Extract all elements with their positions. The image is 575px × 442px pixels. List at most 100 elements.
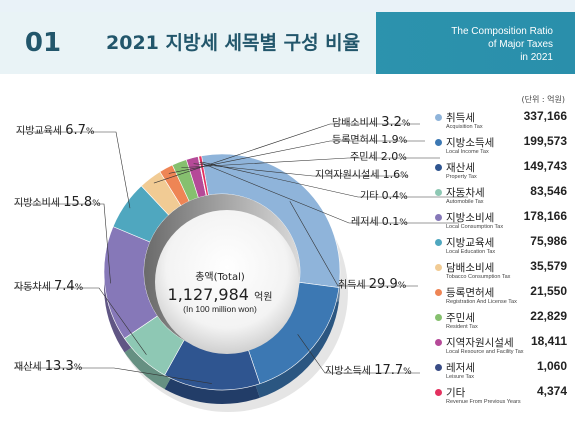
slice-label-percent-sign: % bbox=[74, 283, 84, 293]
leader-line-tobacco bbox=[153, 123, 420, 184]
legend-english-label: Revenue From Previous Years bbox=[446, 399, 521, 405]
total-center-label: 총액(Total) 1,127,984 억원 (In 100 million w… bbox=[152, 268, 288, 314]
slice-label-acquisition: 취득세 29.9% bbox=[338, 276, 406, 292]
legend-value: 21,550 bbox=[530, 284, 567, 298]
legend-item-regional_resource: 지역자원시설세 18,411 Local Resource and Facility… bbox=[429, 333, 575, 358]
legend-item-local_education: 지방교육세 75,986 Local Education Tax bbox=[429, 233, 575, 258]
slice-label-local_consumption: 지방소비세 15.8% bbox=[14, 194, 101, 210]
slice-label-name: 지방소득세 bbox=[325, 366, 375, 377]
legend-english-label: Local Income Tax bbox=[446, 149, 489, 155]
donut-center-face bbox=[155, 210, 299, 354]
legend-value: 83,546 bbox=[530, 184, 567, 198]
header-bar: 01 2021 지방세 세목별 구성 비율 The Composition Ra… bbox=[0, 12, 575, 74]
slice-label-percent: 6.7 bbox=[65, 123, 86, 138]
legend-value: 18,411 bbox=[530, 334, 567, 348]
legend-label: 레저세 bbox=[446, 362, 475, 374]
legend-item-registration: 등록면허세 21,550 Registration And License Tax bbox=[429, 283, 575, 308]
header-tab bbox=[0, 12, 86, 74]
page-title: 2021 지방세 세목별 구성 비율 bbox=[106, 32, 361, 54]
slice-label-resident: 주민세 2.0% bbox=[350, 148, 407, 163]
leader-line-local_education bbox=[16, 131, 131, 209]
leader-line-leisure bbox=[199, 161, 459, 224]
legend-swatch bbox=[435, 389, 442, 396]
legend-item-local_consumption: 지방소비세 178,166 Local Consumption Tax bbox=[429, 208, 575, 233]
legend-label: 담배소비세 bbox=[446, 262, 495, 274]
legend-english-label: Automobile Tax bbox=[446, 199, 484, 205]
leader-line-previous_years bbox=[201, 161, 468, 198]
slice-label-name: 지방교육세 bbox=[16, 126, 66, 137]
slice-label-property: 재산세 13.3% bbox=[14, 358, 82, 374]
slice-label-percent: 0.1 bbox=[381, 215, 400, 228]
total-title: 총액(Total) bbox=[195, 272, 245, 283]
legend-swatch bbox=[435, 314, 442, 321]
slice-label-percent-sign: % bbox=[92, 199, 101, 209]
legend-label: 지역자원시설세 bbox=[446, 337, 514, 349]
slice-label-percent: 17.7 bbox=[374, 363, 404, 378]
slice-label-percent: 2.0 bbox=[380, 150, 399, 163]
slice-label-automobile: 자동차세 7.4% bbox=[14, 278, 83, 294]
leader-line-registration bbox=[168, 140, 425, 174]
donut-slices bbox=[103, 153, 341, 404]
legend-label: 등록면허세 bbox=[446, 287, 495, 299]
donut-hole bbox=[144, 194, 300, 354]
legend-label: 기타 bbox=[446, 387, 466, 399]
total-unit: 억원 bbox=[254, 292, 273, 303]
slice-label-percent-sign: % bbox=[401, 119, 411, 129]
slice-label-percent-sign: % bbox=[399, 192, 408, 202]
legend-english-label: Acquisition Tax bbox=[446, 124, 483, 130]
legend-swatch bbox=[435, 214, 442, 221]
english-subtitle-line-3: in 2021 bbox=[520, 52, 553, 63]
slice-label-name: 지역자원시설세 bbox=[315, 170, 383, 181]
legend-english-label: Property Tax bbox=[446, 174, 477, 180]
slice-label-name: 등록면허세 bbox=[332, 135, 382, 146]
slice-label-name: 레저세 bbox=[351, 217, 382, 228]
slice-label-percent: 29.9 bbox=[368, 277, 398, 292]
legend: 취득세 337,166 Acquisition Tax 지방소득세 199,573 Loc… bbox=[429, 108, 575, 408]
slice-label-percent: 3.2 bbox=[381, 115, 402, 130]
slice-label-local_education: 지방교육세 6.7% bbox=[16, 122, 94, 138]
slice-label-percent-sign: % bbox=[397, 281, 407, 291]
legend-swatch bbox=[435, 289, 442, 296]
legend-label: 지방소득세 bbox=[446, 137, 495, 149]
legend-english-label: Tobacco Consumption Tax bbox=[446, 274, 511, 280]
unit-label: (단위 : 억원) bbox=[521, 95, 565, 104]
slice-label-percent-sign: % bbox=[398, 136, 408, 146]
total-value-line: 1,127,984 억원 bbox=[152, 285, 288, 304]
slice-label-local_income: 지방소득세 17.7% bbox=[325, 362, 412, 378]
legend-swatch bbox=[435, 239, 442, 246]
slice-label-percent: 7.4 bbox=[53, 279, 75, 294]
slice-label-percent-sign: % bbox=[400, 171, 409, 181]
legend-english-label: Local Consumption Tax bbox=[446, 224, 504, 230]
legend-item-automobile: 자동차세 83,546 Automobile Tax bbox=[429, 183, 575, 208]
legend-swatch bbox=[435, 264, 442, 271]
legend-item-acquisition: 취득세 337,166 Acquisition Tax bbox=[429, 108, 575, 133]
legend-value: 4,374 bbox=[536, 384, 567, 398]
slice-label-percent-sign: % bbox=[85, 127, 95, 137]
legend-swatch bbox=[435, 364, 442, 371]
legend-item-tobacco: 담배소비세 35,579 Tobacco Consumption Tax bbox=[429, 258, 575, 283]
legend-value: 75,986 bbox=[530, 234, 567, 248]
slice-label-percent: 1.9 bbox=[381, 133, 399, 146]
slice-label-percent-sign: % bbox=[399, 218, 408, 228]
legend-english-label: Resident Tax bbox=[446, 324, 478, 330]
slice-label-percent-sign: % bbox=[73, 363, 83, 373]
slice-label-registration: 등록면허세 1.9% bbox=[332, 131, 407, 146]
slice-label-percent: 0.4 bbox=[381, 189, 400, 202]
legend-label: 재산세 bbox=[446, 162, 475, 174]
legend-value: 178,166 bbox=[523, 209, 567, 223]
legend-item-leisure: 레저세 1,060 Leisure Tax bbox=[429, 358, 575, 383]
slice-label-percent: 13.3 bbox=[44, 359, 74, 374]
legend-swatch bbox=[435, 339, 442, 346]
slice-label-name: 자동차세 bbox=[14, 282, 54, 293]
legend-label: 지방소비세 bbox=[446, 212, 495, 224]
leader-line-property bbox=[14, 367, 212, 384]
header-title-box bbox=[86, 12, 376, 74]
legend-item-property: 재산세 149,743 Property Tax bbox=[429, 158, 575, 183]
total-unit-english: (In 100 million won) bbox=[183, 304, 257, 314]
slice-label-name: 기타 bbox=[360, 191, 382, 202]
slice-label-regional_resource: 지역자원시설세 1.6% bbox=[315, 166, 409, 181]
english-subtitle-line-2: of Major Taxes bbox=[488, 39, 553, 50]
total-value: 1,127,984 bbox=[167, 285, 249, 304]
legend-swatch bbox=[435, 189, 442, 196]
